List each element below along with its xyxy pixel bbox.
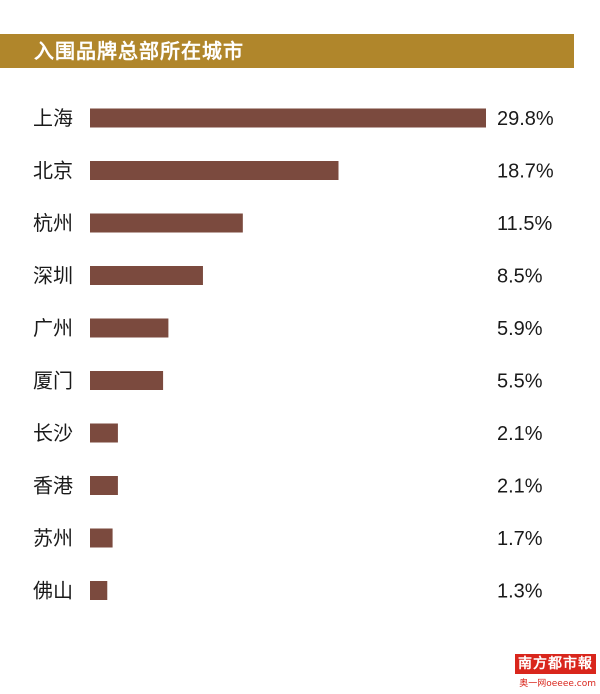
value-label: 1.3% <box>497 581 543 603</box>
value-label: 5.9% <box>497 318 543 340</box>
category-label: 苏州 <box>33 526 73 550</box>
category-label: 长沙 <box>33 421 73 445</box>
category-label: 广州 <box>33 316 73 340</box>
category-label: 深圳 <box>33 264 73 288</box>
value-label: 29.8% <box>497 108 554 130</box>
chart-title: 入围品牌总部所在城市 <box>34 39 244 63</box>
bar <box>90 108 486 128</box>
value-label: 18.7% <box>497 161 554 183</box>
bar <box>90 161 339 180</box>
bar <box>90 371 164 390</box>
bar-chart: 上海 29.8% 北京 18.7% 杭州 11.5% 深圳 8.5% 广州 5.9% 厦门 5.5% 长… <box>33 106 554 603</box>
value-label: 1.7% <box>497 528 543 550</box>
category-label: 厦门 <box>33 369 73 393</box>
bar <box>90 581 108 600</box>
title-bar: 入围品牌总部所在城市 <box>0 34 574 68</box>
bar <box>90 213 243 233</box>
bar <box>90 528 113 548</box>
category-label: 香港 <box>33 474 73 498</box>
value-label: 2.1% <box>497 423 543 445</box>
bar <box>90 318 169 338</box>
category-label: 佛山 <box>33 579 73 603</box>
category-label: 北京 <box>33 159 73 183</box>
value-label: 8.5% <box>497 266 543 288</box>
value-label: 2.1% <box>497 476 543 498</box>
value-label: 5.5% <box>497 371 543 393</box>
bar <box>90 266 203 285</box>
bar <box>90 423 118 443</box>
bar <box>90 476 118 495</box>
logo-badge: 南方都市報 <box>515 654 596 674</box>
value-label: 11.5% <box>497 213 552 235</box>
logo-subtext: 奥一网oeeee.com <box>519 679 596 689</box>
category-label: 上海 <box>33 106 73 130</box>
newspaper-logo: 南方都市報 奥一网oeeee.com <box>508 654 596 690</box>
category-label: 杭州 <box>33 211 73 235</box>
